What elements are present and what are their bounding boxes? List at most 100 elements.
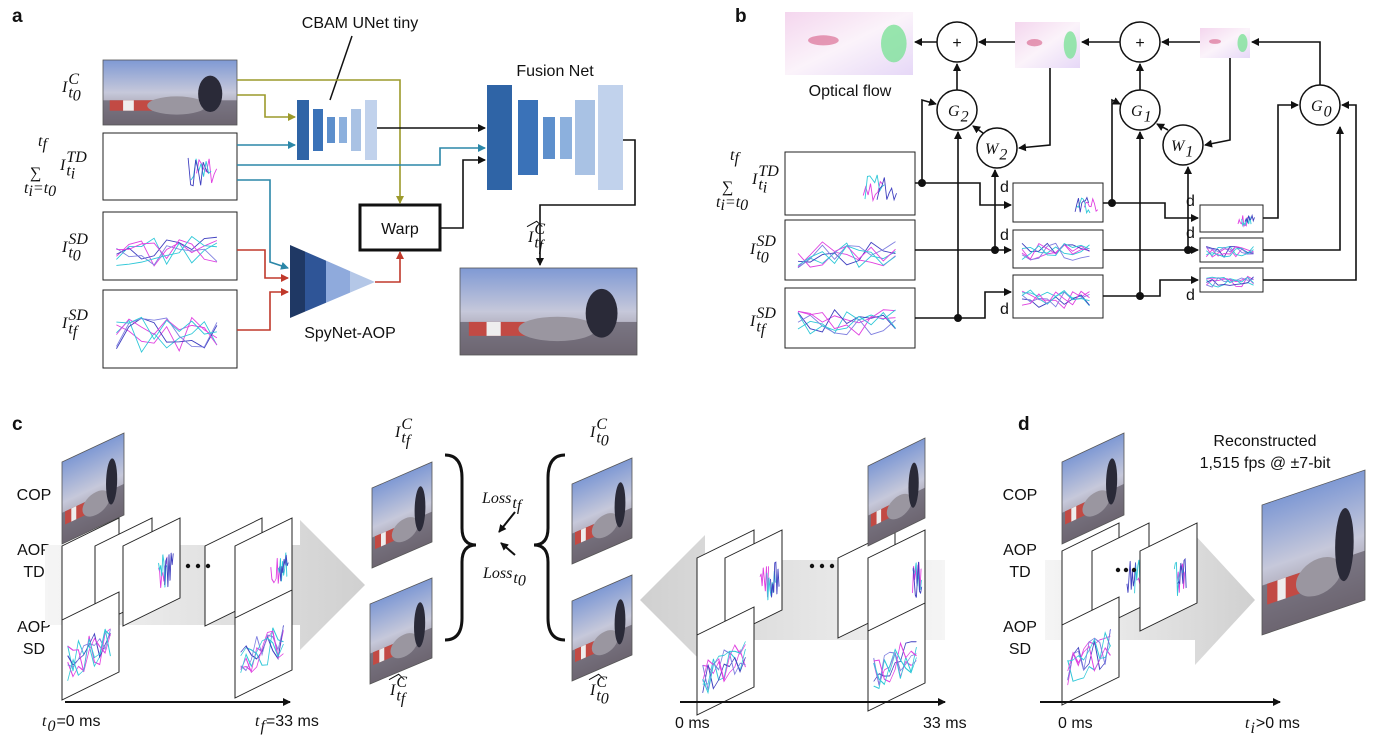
fusion-layer <box>543 117 555 159</box>
unet-layer <box>351 109 361 151</box>
event-frame <box>785 152 915 215</box>
photo-barrier-stripe <box>877 509 882 524</box>
math-base: W <box>1171 138 1186 155</box>
unet-layer <box>327 117 335 143</box>
row-label: AOP <box>1003 542 1037 559</box>
math-subsub: 0 <box>73 88 81 105</box>
picture <box>572 458 632 564</box>
math-subsub: i <box>71 166 75 183</box>
reconstructed-title: Reconstructed <box>1213 433 1316 450</box>
picture <box>103 133 237 200</box>
figure: aICt0∑tfti=t0ITDtiISDt0ISDtfCBAM UNet ti… <box>0 0 1375 739</box>
sum-lower-rest: =t <box>33 180 49 197</box>
fusion-layer <box>575 100 595 175</box>
photo-barrier-stripe <box>71 506 76 521</box>
row-label: SD <box>1009 641 1031 658</box>
math-base: I <box>589 682 596 699</box>
math-rest: =0 ms <box>56 713 100 730</box>
math-base: I <box>751 171 758 188</box>
unet-layer <box>365 100 377 160</box>
fusion-layer <box>598 85 623 190</box>
fusion-layer <box>518 100 538 175</box>
ellipsis-dot <box>830 564 834 568</box>
connector <box>375 252 400 282</box>
optical-flow-label: Optical flow <box>809 83 892 100</box>
brace <box>534 455 565 640</box>
photo-barrier-stripe <box>123 100 134 110</box>
connector <box>237 250 288 278</box>
picture <box>868 438 925 546</box>
time-label: 33 ms <box>923 715 967 732</box>
adder-symbol: + <box>1135 35 1144 52</box>
math-base: I <box>61 315 68 332</box>
fusion-layer <box>487 85 512 190</box>
connector <box>922 183 1011 205</box>
panel-label: b <box>735 6 747 27</box>
adder-symbol: + <box>952 35 961 52</box>
math-rest: >0 ms <box>1256 715 1300 732</box>
math-base: I <box>749 241 756 258</box>
picture <box>103 290 237 368</box>
picture <box>785 152 915 215</box>
downsample-label: d <box>1186 225 1195 242</box>
connector <box>499 512 515 532</box>
picture <box>1200 238 1263 262</box>
math-base: I <box>527 229 534 246</box>
event-frame <box>1013 275 1103 318</box>
sum-upper-sub: f <box>734 150 741 167</box>
ellipsis-dot <box>820 564 824 568</box>
picture <box>1013 275 1103 318</box>
photo-barrier-stripe <box>1277 578 1285 602</box>
spynet-stage <box>350 271 375 292</box>
flow-spot <box>1027 39 1043 46</box>
math-base: t <box>1245 715 1250 732</box>
row-label: TD <box>23 564 44 581</box>
sum-upper-sub: f <box>42 136 49 153</box>
math-base: I <box>59 157 66 174</box>
math-base: Loss <box>482 565 512 582</box>
connector <box>973 126 983 133</box>
panel-label: c <box>12 414 23 435</box>
sum-lower-rest-sub: 0 <box>740 197 748 214</box>
math-sub: 0 <box>1324 103 1332 120</box>
downsample-label: d <box>1000 179 1009 196</box>
downsample-label: d <box>1000 301 1009 318</box>
math-sub: 1 <box>1144 108 1152 125</box>
warp-label: Warp <box>381 221 419 238</box>
connector <box>330 36 352 100</box>
math-subsub: i <box>763 180 767 197</box>
ellipsis-dot <box>1132 568 1136 572</box>
spynet-stage <box>326 261 350 303</box>
cbam-title: CBAM UNet tiny <box>302 15 418 32</box>
ellipsis-dot <box>196 564 200 568</box>
math-subsub: f <box>73 324 80 341</box>
ellipsis-dot <box>186 564 190 568</box>
math-subsub: 0 <box>601 433 609 450</box>
time-label: 0 ms <box>675 715 710 732</box>
math-sub: 2 <box>961 108 969 125</box>
math-sub: 1 <box>1185 143 1193 160</box>
panel-label: d <box>1018 414 1030 435</box>
math-rest: =33 ms <box>266 713 319 730</box>
downsample-label: d <box>1000 227 1009 244</box>
event-frame <box>103 290 237 368</box>
math-base: I <box>589 424 596 441</box>
connector <box>1103 100 1120 203</box>
math-subsub: f <box>517 498 524 515</box>
event-frame <box>103 133 237 200</box>
picture <box>1013 230 1103 268</box>
photo-vehicle <box>147 96 206 114</box>
math-subsub: f <box>406 433 413 450</box>
math-subsub: 0 <box>73 248 81 265</box>
math-base: G <box>948 103 960 120</box>
math-subsub: 0 <box>518 573 526 590</box>
connector <box>1205 58 1230 145</box>
row-label: TD <box>1009 564 1030 581</box>
math-base: G <box>1311 98 1323 115</box>
unet-layer <box>313 109 323 151</box>
panel-label: a <box>12 6 23 27</box>
connector <box>501 543 515 555</box>
connector <box>1019 68 1050 148</box>
math-sub: 0 <box>47 718 55 735</box>
picture <box>572 575 632 681</box>
